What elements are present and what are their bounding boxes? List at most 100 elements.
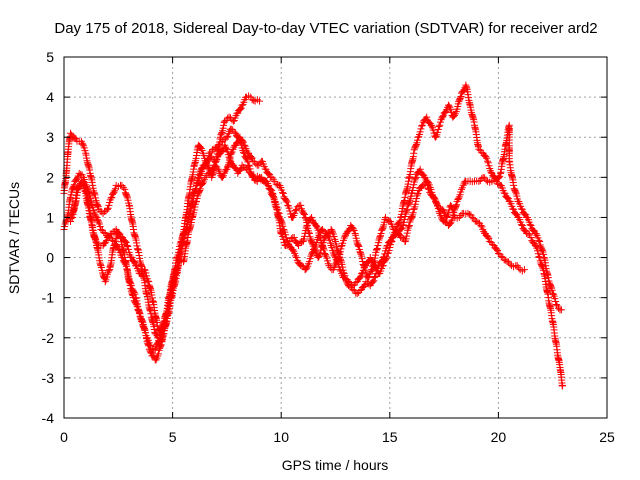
data-point-marker	[132, 299, 140, 307]
data-point-marker	[160, 314, 168, 322]
chart-title: Day 175 of 2018, Sidereal Day-to-day VTE…	[54, 20, 597, 37]
data-point-marker	[244, 158, 252, 166]
data-point-marker	[198, 165, 206, 173]
data-point-marker	[119, 184, 127, 192]
data-point-marker	[344, 227, 352, 235]
data-point-marker	[157, 331, 165, 339]
data-point-marker	[484, 233, 492, 241]
data-point-marker	[435, 123, 443, 131]
data-point-marker	[396, 217, 404, 225]
data-point-marker	[383, 242, 391, 250]
data-point-marker	[90, 189, 98, 197]
data-point-marker	[350, 227, 358, 235]
data-point-marker	[70, 182, 78, 190]
data-point-marker	[328, 244, 336, 252]
data-point-marker	[144, 277, 152, 285]
data-point-marker	[520, 226, 528, 234]
data-point-marker	[429, 126, 437, 134]
data-point-marker	[252, 160, 260, 168]
x-tick-label: 25	[599, 429, 615, 445]
data-point-marker	[309, 242, 317, 250]
data-point-marker	[377, 258, 385, 266]
data-point-marker	[538, 263, 546, 271]
data-point-marker	[255, 97, 263, 105]
data-point-marker	[303, 221, 311, 229]
data-point-marker	[324, 229, 332, 237]
data-point-marker	[73, 175, 81, 183]
data-point-marker	[411, 200, 419, 208]
data-point-marker	[192, 182, 200, 190]
data-point-marker	[410, 149, 418, 157]
data-point-marker	[218, 147, 226, 155]
data-point-marker	[235, 106, 243, 114]
data-point-marker	[97, 263, 105, 271]
data-point-marker	[300, 209, 308, 217]
data-point-marker	[409, 184, 417, 192]
data-point-marker	[195, 173, 203, 181]
data-point-marker	[482, 176, 490, 184]
data-point-marker	[552, 300, 560, 308]
x-tick-label: 20	[491, 429, 507, 445]
y-tick-label: 4	[46, 89, 54, 105]
data-point-marker	[323, 229, 331, 237]
data-point-marker	[272, 204, 280, 212]
data-point-marker	[137, 317, 145, 325]
data-point-marker	[124, 196, 132, 204]
data-point-marker	[353, 290, 361, 298]
data-point-marker	[290, 234, 298, 241]
data-point-marker	[356, 249, 364, 257]
data-point-marker	[148, 345, 156, 353]
data-point-marker	[107, 194, 115, 202]
data-point-marker	[386, 237, 394, 245]
data-point-marker	[142, 269, 150, 277]
data-point-marker	[457, 93, 465, 101]
data-point-marker	[405, 222, 413, 230]
data-point-marker	[122, 238, 130, 246]
data-point-marker	[484, 159, 492, 167]
data-point-marker	[126, 282, 134, 290]
data-point-marker	[526, 221, 534, 229]
data-point-marker	[250, 96, 258, 104]
data-point-marker	[460, 179, 468, 187]
data-point-marker	[154, 339, 162, 347]
data-point-marker	[239, 137, 247, 145]
y-tick-label: 2	[46, 169, 54, 185]
data-point-marker	[379, 224, 387, 232]
data-point-marker	[414, 189, 422, 197]
data-point-marker	[403, 232, 411, 240]
data-point-marker	[544, 274, 552, 282]
data-point-marker	[101, 278, 109, 286]
data-point-marker	[279, 189, 287, 197]
data-point-marker	[301, 266, 309, 274]
data-point-marker	[108, 193, 116, 201]
data-point-marker	[225, 153, 233, 161]
data-point-marker	[110, 242, 118, 250]
data-point-marker	[378, 257, 386, 265]
data-point-marker	[181, 228, 189, 236]
data-point-marker	[199, 161, 207, 169]
data-point-marker	[177, 238, 185, 246]
data-point-marker	[155, 337, 163, 345]
data-point-marker	[115, 229, 123, 237]
data-point-marker	[133, 302, 141, 310]
data-point-marker	[392, 228, 400, 236]
data-point-marker	[303, 264, 311, 272]
data-point-marker	[520, 266, 528, 274]
data-point-marker	[196, 143, 204, 151]
data-point-marker	[287, 235, 295, 243]
data-point-marker	[135, 309, 143, 317]
data-point-marker	[529, 226, 537, 234]
data-point-marker	[271, 201, 279, 209]
data-point-marker	[94, 202, 102, 210]
data-point-marker	[134, 306, 142, 314]
data-point-marker	[359, 258, 367, 265]
data-point-marker	[156, 334, 164, 342]
data-point-marker	[506, 260, 514, 268]
data-point-marker	[321, 233, 329, 241]
data-point-marker	[246, 152, 254, 160]
data-point-marker	[376, 233, 384, 241]
data-point-marker	[331, 252, 339, 260]
data-point-marker	[200, 151, 208, 159]
data-point-marker	[405, 221, 413, 229]
